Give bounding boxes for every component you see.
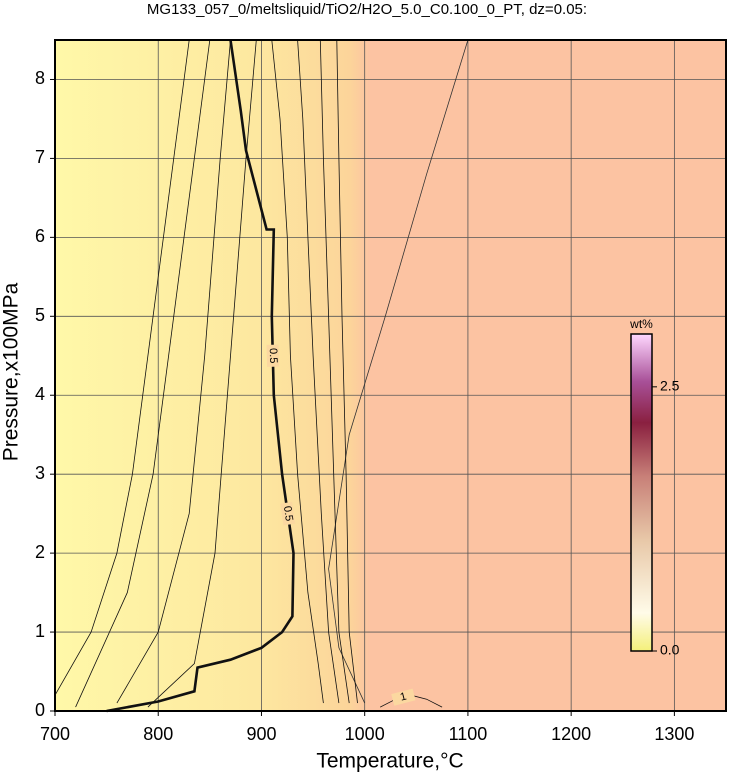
contour-line [297, 39, 340, 704]
contour-line [319, 39, 350, 704]
y-axis-label: Pressure,x100MPa [0, 282, 23, 461]
contour-label-bg [266, 344, 280, 367]
x-tick-label: 1300 [654, 724, 694, 744]
background-field [55, 40, 726, 711]
contour-label-bg [391, 688, 416, 706]
contour-line [147, 39, 257, 708]
contour-label: 0.5 [281, 505, 295, 522]
contour-line [336, 39, 358, 704]
contour-line [271, 39, 324, 704]
phase-boundary [328, 39, 469, 704]
x-tick-label: 1100 [449, 724, 488, 744]
x-tick-label: 900 [246, 724, 276, 744]
plot-area: 0.5 0.5 1 [54, 39, 726, 713]
x-tick-label: 700 [40, 724, 70, 744]
contour-line [54, 39, 190, 696]
contour-label: 1 [399, 691, 408, 704]
x-tick-label: 800 [143, 724, 173, 744]
colorbar-label: wt% [629, 317, 653, 331]
y-tick-label: 5 [35, 305, 45, 325]
contour-line [75, 39, 211, 708]
colorbar-tick-label: 2.5 [660, 378, 680, 394]
y-tick-label: 2 [35, 542, 45, 562]
x-axis-label: Temperature,°C [316, 750, 463, 773]
y-tick-label: 3 [35, 463, 45, 483]
y-tick-label: 4 [35, 384, 45, 404]
y-tick-label: 8 [35, 68, 45, 88]
contour-label: 0.5 [267, 348, 279, 364]
x-tick-label: 1200 [551, 724, 591, 744]
plot-frame [54, 39, 727, 712]
y-tick-label: 7 [35, 147, 45, 167]
chart-title: MG133_057_0/meltsliquid/TiO2/H2O_5.0_C0.… [147, 1, 587, 18]
y-tick-label: 0 [35, 700, 45, 720]
contour-label-bg [280, 501, 296, 526]
colorbar-tick-label: 0.0 [660, 642, 680, 658]
x-tick-label: 1000 [345, 724, 385, 744]
y-tick-label: 1 [35, 621, 45, 641]
colorbar [630, 333, 653, 652]
y-tick-label: 6 [35, 226, 45, 246]
contour-line [116, 39, 231, 704]
